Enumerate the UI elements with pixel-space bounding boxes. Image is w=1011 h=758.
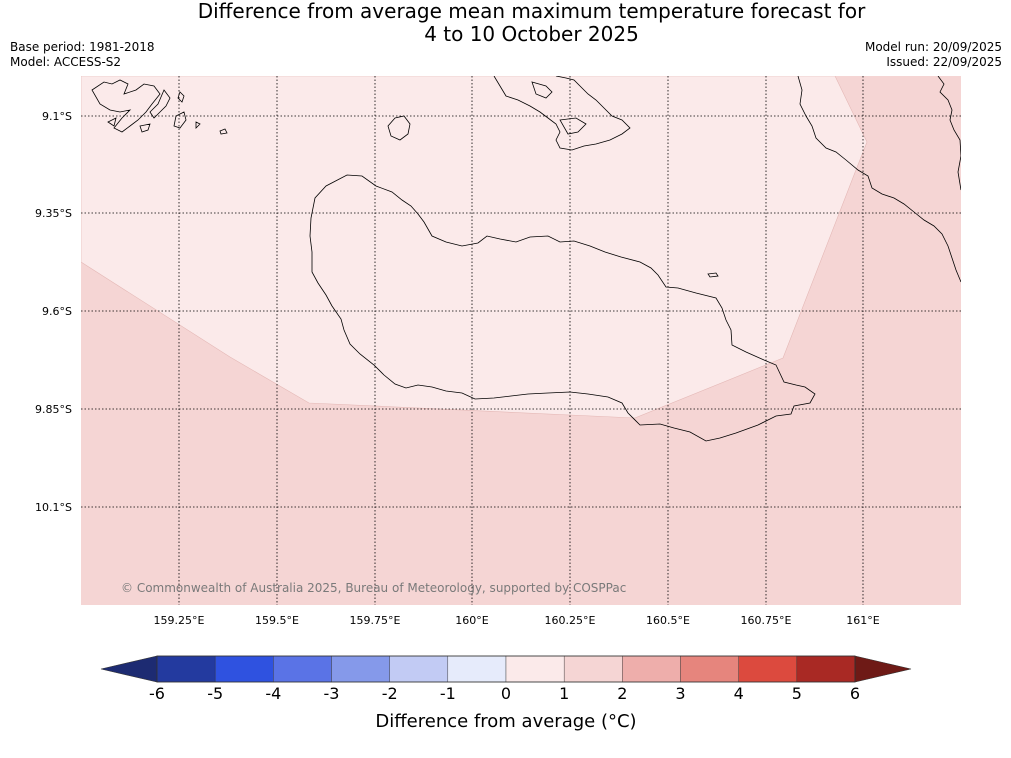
gridlines [81, 76, 961, 605]
colorbar-segments [156, 655, 856, 683]
colorbar-frame [156, 655, 856, 683]
colorbar-tick-label: -2 [382, 684, 398, 703]
colorbar-tick-label: 5 [792, 684, 802, 703]
meta-left: Base period: 1981-2018 Model: ACCESS-S2 [10, 40, 155, 70]
lon-label-7: 160.75°E [741, 614, 792, 627]
colorbar-tick-label: -5 [207, 684, 223, 703]
coastline-malaita [797, 76, 961, 283]
colorbar-tick-label: -4 [265, 684, 281, 703]
colorbar-tick-label: 4 [734, 684, 744, 703]
model-text: Model: ACCESS-S2 [10, 55, 122, 69]
colorbar-tick-label: 3 [675, 684, 685, 703]
colorbar-title: Difference from average (°C) [375, 711, 636, 732]
coastline-florida-islands [493, 76, 631, 151]
colorbar-segment [331, 655, 390, 683]
coastline-small-island-west [387, 115, 411, 141]
colorbar-ticks: -6 -5 -4 -3 -2 -1 0 1 2 3 4 5 6 [149, 684, 860, 703]
lon-label-1: 159.25°E [154, 614, 205, 627]
lon-label-2: 159.5°E [255, 614, 299, 627]
lat-label-1: 9.1°S [42, 110, 72, 123]
colorbar-tick-label: -6 [149, 684, 165, 703]
coastlines [91, 76, 961, 442]
title-line-2: 4 to 10 October 2025 [424, 22, 639, 46]
colorbar-segment [389, 655, 449, 683]
colorbar-segment [738, 655, 798, 683]
colorbar-segment [505, 655, 565, 683]
colorbar-tick-label: 2 [617, 684, 627, 703]
colorbar-tick-label: -1 [440, 684, 456, 703]
colorbar-segment [622, 655, 681, 683]
colorbar-extend-high [854, 655, 912, 683]
colorbar-segment [156, 655, 216, 683]
copyright-credit: © Commonwealth of Australia 2025, Bureau… [121, 581, 626, 595]
colorbar: -6 -5 -4 -3 -2 -1 0 1 2 3 4 5 6 Difference from aver… [100, 655, 912, 732]
lon-label-8: 161°E [846, 614, 879, 627]
map-area: © Commonwealth of Australia 2025, Bureau… [81, 76, 961, 605]
colorbar-segment [563, 655, 623, 683]
lon-label-3: 159.75°E [350, 614, 401, 627]
colorbar-tick-label: -3 [324, 684, 340, 703]
longitude-labels: 159.25°E 159.5°E 159.75°E 160°E 160.25°E… [154, 614, 880, 627]
lon-label-6: 160.5°E [646, 614, 690, 627]
latitude-labels: 9.1°S 9.35°S 9.6°S 9.85°S 10.1°S [35, 110, 72, 514]
lon-label-5: 160.25°E [545, 614, 596, 627]
base-period-text: Base period: 1981-2018 [10, 40, 155, 54]
colorbar-tick-label: 1 [559, 684, 569, 703]
coastline-russell-islands [91, 79, 201, 133]
meta-right: Model run: 20/09/2025 Issued: 22/09/2025 [865, 40, 1002, 70]
map-title: Difference from average mean maximum tem… [0, 0, 1011, 46]
anomaly-region-0-to-1 [81, 76, 868, 419]
coastline-savo-islets [219, 128, 228, 135]
colorbar-segment [447, 655, 507, 683]
colorbar-tick-label: 0 [501, 684, 511, 703]
coastline-guadalcanal [309, 174, 816, 442]
lon-label-4: 160°E [455, 614, 488, 627]
coastline-small-island-east [707, 272, 719, 278]
lat-label-5: 10.1°S [35, 501, 72, 514]
colorbar-segment [273, 655, 332, 683]
colorbar-segment [680, 655, 739, 683]
colorbar-extend-low [100, 655, 158, 683]
lat-label-3: 9.6°S [42, 305, 72, 318]
issued-text: Issued: 22/09/2025 [886, 55, 1002, 69]
colorbar-segment [214, 655, 274, 683]
colorbar-segment [796, 655, 856, 683]
title-line-1: Difference from average mean maximum tem… [197, 0, 866, 23]
colorbar-tick-label: 6 [850, 684, 860, 703]
lat-label-4: 9.85°S [35, 403, 72, 416]
model-run-text: Model run: 20/09/2025 [864, 40, 1002, 54]
lat-label-2: 9.35°S [35, 207, 72, 220]
